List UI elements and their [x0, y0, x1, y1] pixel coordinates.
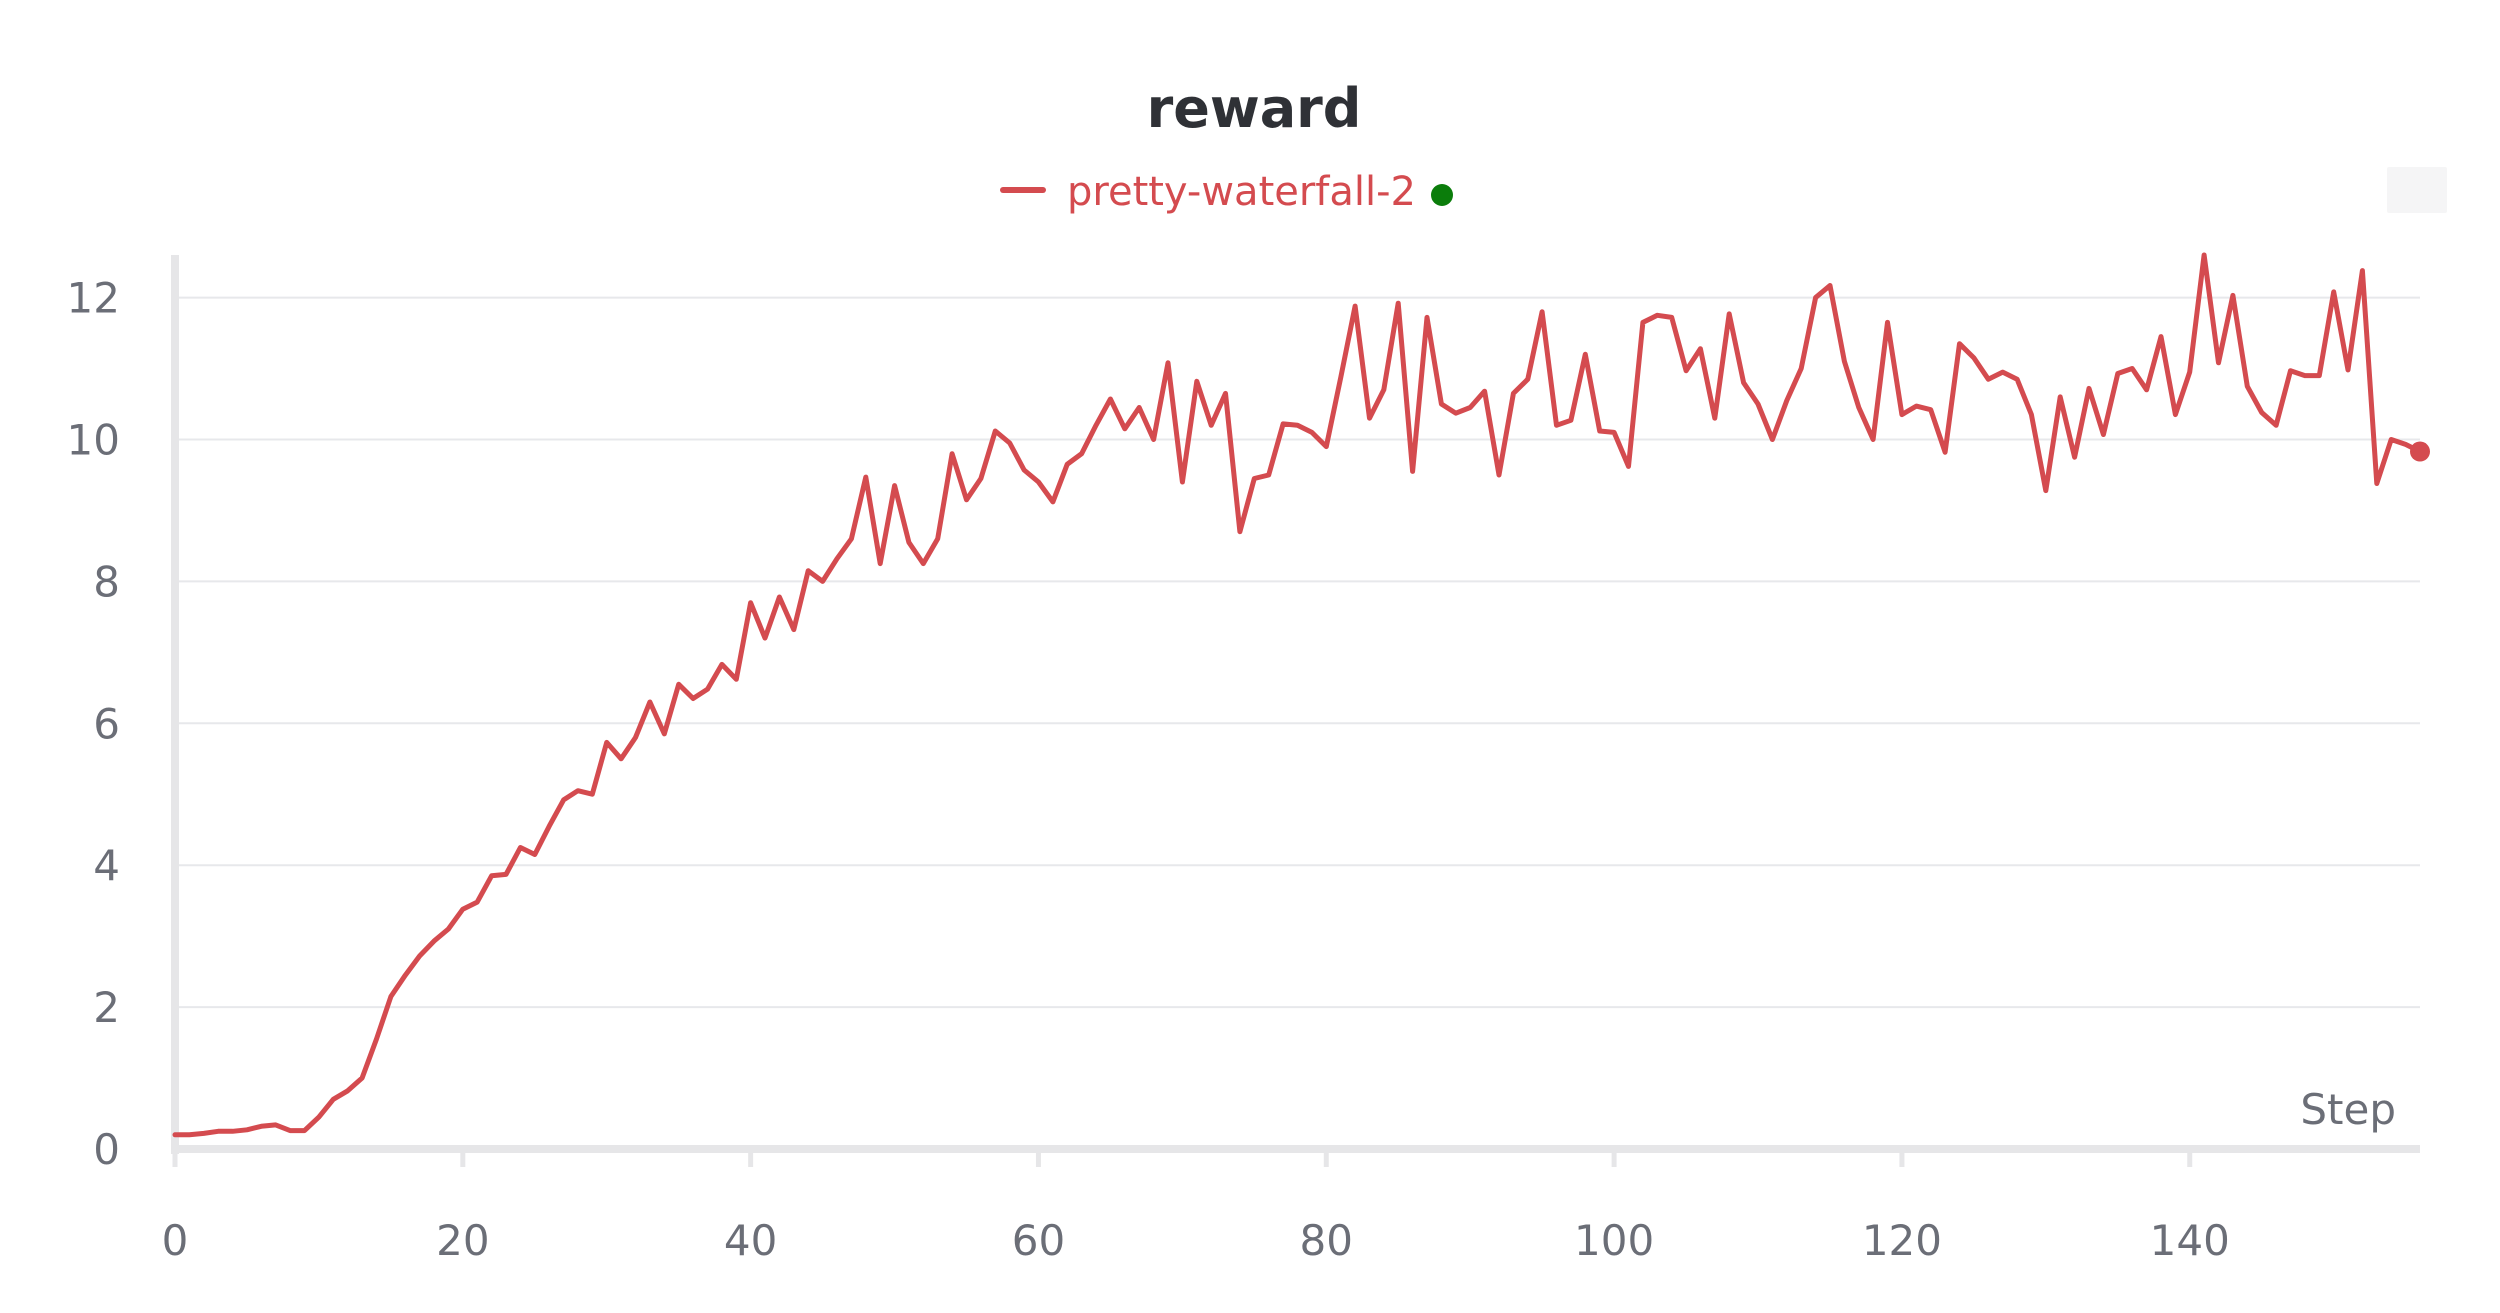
y-tick-label-2: 2	[93, 983, 120, 1032]
y-tick-label-4: 4	[93, 841, 120, 890]
axes	[171, 255, 2420, 1154]
x-tick-label-60: 60	[1012, 1216, 1065, 1265]
x-tick-label-100: 100	[1574, 1216, 1654, 1265]
y-tick-label-10: 10	[67, 415, 120, 464]
chart-title: reward	[1147, 77, 1362, 140]
legend-series-name: pretty-waterfall-2	[1067, 169, 1416, 215]
y-tick-label-12: 12	[67, 274, 120, 323]
x-tick-label-0: 0	[162, 1216, 189, 1265]
y-tick-label-6: 6	[93, 699, 120, 748]
panel-control[interactable]	[2387, 167, 2447, 213]
series-last-point-marker	[2410, 441, 2430, 462]
x-tick-label-80: 80	[1300, 1216, 1353, 1265]
run-status-dot	[1431, 184, 1453, 206]
series-line-layer	[172, 252, 2430, 1138]
x-tick-label-120: 120	[1862, 1216, 1942, 1265]
y-tick-label-0: 0	[93, 1125, 120, 1174]
legend: pretty-waterfall-2	[1000, 169, 1453, 215]
x-tick-label-20: 20	[436, 1216, 489, 1265]
series-line-pretty-waterfall-2	[172, 252, 2423, 1138]
x-tick-label-140: 140	[2150, 1216, 2230, 1265]
grid-lines	[175, 296, 2420, 1009]
x-tick-label-40: 40	[724, 1216, 777, 1265]
x-axis-title: Step	[2300, 1085, 2396, 1134]
y-tick-label-8: 8	[93, 557, 120, 606]
